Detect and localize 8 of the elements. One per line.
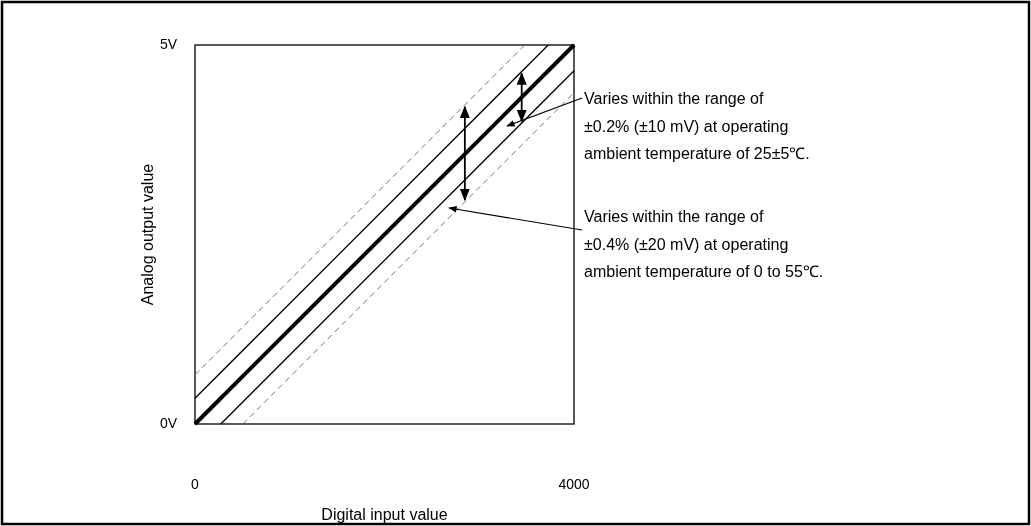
text: Varies within the range of ±0.4% (±20 mV) at operating ambient temperature of 0 to 55℃. (584, 208, 824, 280)
x-axis-title: Digital input value (321, 506, 448, 523)
x-tick-label: 0 (191, 476, 200, 492)
y-tick-label: 0V (159, 414, 178, 431)
text: Varies within the range of ±0.2% (±10 mV) at operating ambient temperature of 25±5℃. (584, 90, 810, 162)
x-tick-label: 4000 (558, 476, 590, 492)
y-tick-label: 5V (159, 35, 178, 52)
y-axis-title: Analog output value (139, 163, 156, 306)
